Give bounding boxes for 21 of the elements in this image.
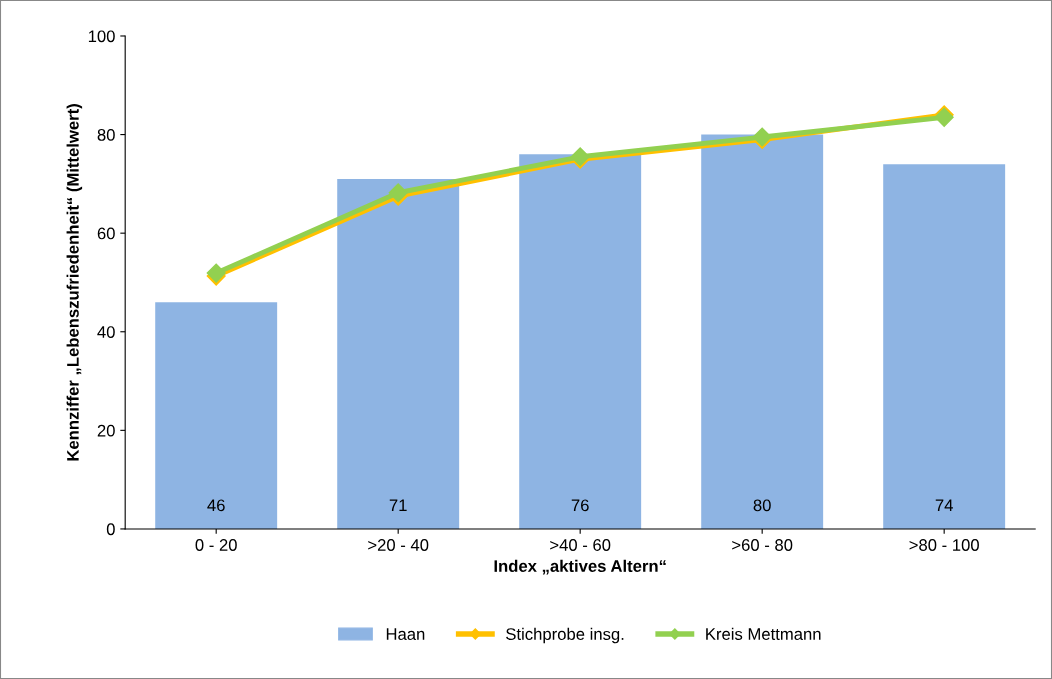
y-tick-label: 100 bbox=[88, 30, 115, 43]
legend-label: Stichprobe insg. bbox=[506, 627, 624, 644]
x-tick-label: 0 - 20 bbox=[195, 539, 237, 551]
data-label: 46 bbox=[207, 499, 225, 512]
legend-label: Haan bbox=[386, 628, 425, 640]
y-tick-label: 80 bbox=[97, 128, 115, 141]
y-axis-title: Kennziffer „Lebenszufriedenheit“ (Mittelwert) bbox=[66, 104, 83, 461]
x-axis-title: Index „aktives Altern“ bbox=[494, 559, 666, 575]
x-tick-label: >60 - 80 bbox=[732, 539, 793, 551]
y-tick-label: 40 bbox=[97, 326, 115, 338]
data-label: 71 bbox=[389, 499, 407, 512]
data-label: 80 bbox=[753, 499, 771, 512]
y-tick-label: 0 bbox=[106, 523, 115, 536]
y-tick-label: 20 bbox=[97, 424, 115, 437]
x-tick-label: >80 - 100 bbox=[909, 539, 979, 551]
data-label: 76 bbox=[571, 499, 589, 512]
y-tick-label: 60 bbox=[97, 227, 115, 240]
data-label: 74 bbox=[935, 499, 953, 512]
x-tick-label: >40 - 60 bbox=[550, 539, 611, 551]
legend-label: Kreis Mettmann bbox=[706, 627, 821, 640]
x-tick-label: >20 - 40 bbox=[368, 539, 429, 551]
